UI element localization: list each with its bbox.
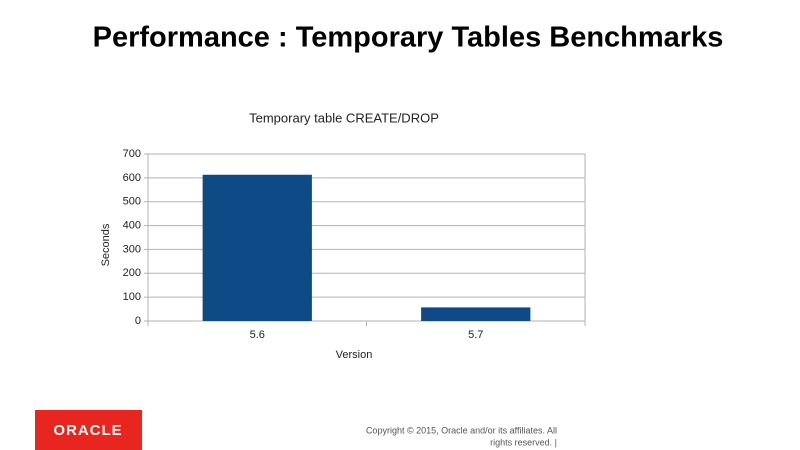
slide-title: Performance : Temporary Tables Benchmark… [93,22,724,54]
y-tick-label: 500 [123,196,141,208]
footer-line: Copyright © 2015, Oracle and/or its affi… [366,425,557,435]
chart-title: Temporary table CREATE/DROP [249,110,439,125]
y-axis-label: Seconds [100,223,112,266]
y-tick-label: 400 [123,219,141,231]
x-axis-label: Version [336,349,373,361]
y-tick-label: 0 [135,315,141,327]
y-tick-label: 200 [123,267,141,279]
bar [421,307,531,321]
y-tick-label: 300 [123,243,141,255]
x-tick-label: 5.6 [250,329,265,341]
logo-box [35,410,142,450]
bar [202,174,312,321]
y-tick-label: 100 [123,291,141,303]
footer-line: rights reserved. | [490,437,557,447]
y-tick-label: 700 [123,148,141,160]
x-tick-label: 5.7 [468,329,483,341]
plot: 0 100 200 300 400 500 600 700 5.6 5.7 [123,148,586,341]
logo: ORACLE [53,422,122,439]
y-tick-label: 600 [123,172,141,184]
